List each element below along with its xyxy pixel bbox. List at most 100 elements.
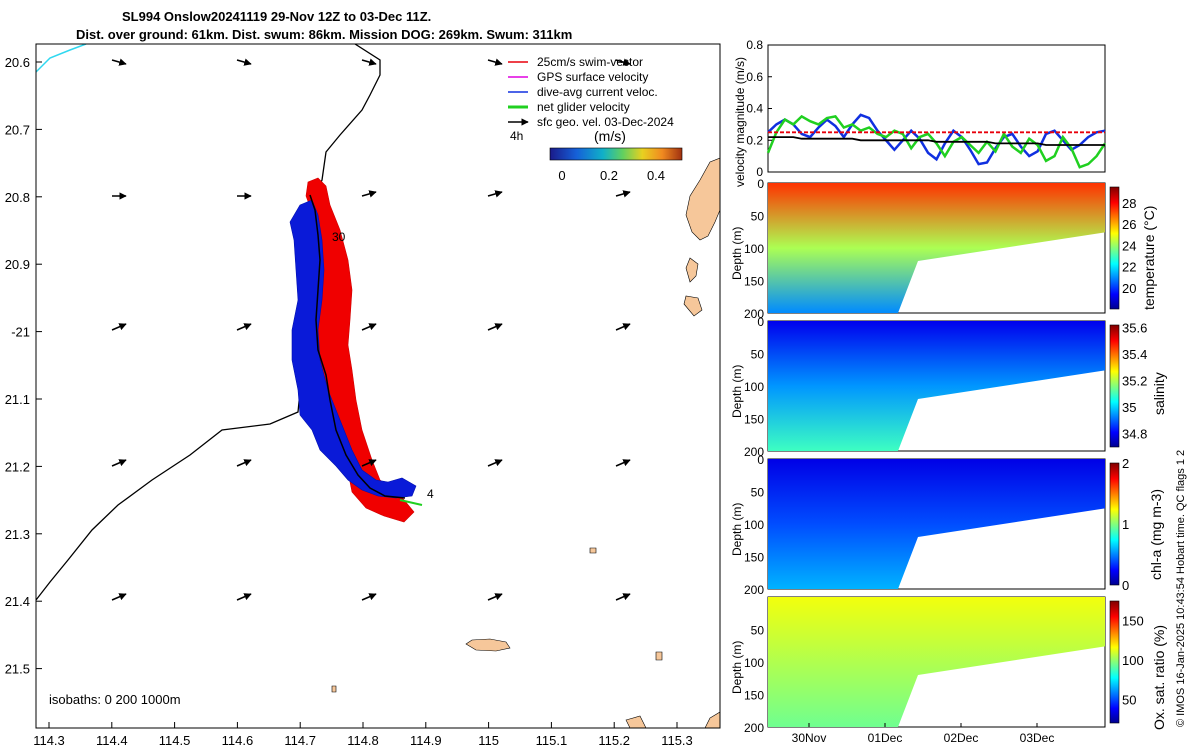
geostrophic-velocity-arrow <box>361 593 377 601</box>
section-panel: 150 100 50 50 100 150 200 <box>744 596 1144 735</box>
map-x-tick-label: 114.4 <box>96 733 128 748</box>
net-velocity-vector <box>399 499 423 506</box>
section-colorbar <box>1109 462 1120 586</box>
depth-tick-label: 50 <box>751 348 765 362</box>
map-x-tick-label: 114.6 <box>222 733 254 748</box>
geostrophic-velocity-arrow <box>487 190 503 198</box>
isobath-note: isobaths: 0 200 1000m <box>49 692 181 707</box>
map-frame <box>35 43 721 729</box>
colorbar-tick-label: 1 <box>1122 517 1129 532</box>
depth-tick-label: 50 <box>751 210 765 224</box>
geostrophic-velocity-arrow <box>111 459 127 467</box>
legend-label: net glider velocity <box>537 100 630 114</box>
velocity-colorbar <box>549 147 683 161</box>
map-y-tick-label: 20.7 <box>5 122 30 137</box>
salinity-cbar-label: salinity <box>1151 372 1167 415</box>
depth-tick-label: 0 <box>757 177 764 191</box>
map-y-tick-label: 20.6 <box>5 55 30 70</box>
colorbar-tick-label: 35.4 <box>1122 347 1147 362</box>
map-x-tick-label: 114.3 <box>33 733 65 748</box>
section-panels: 282624222005010015020035.635.435.23534.8… <box>744 177 1147 735</box>
geostrophic-velocity-arrow <box>615 593 631 601</box>
colorbar-tick-label: 100 <box>1122 653 1144 668</box>
coastline-cyan <box>36 44 87 73</box>
section-colorbar <box>1109 600 1120 724</box>
land-mass <box>655 651 663 661</box>
section-data-field <box>768 321 1105 451</box>
credit-footer: © IMOS 16-Jan-2025 10:43:54 Hobart time.… <box>1175 449 1187 727</box>
section-data-field <box>768 459 1105 589</box>
velocity-series-line <box>766 114 1107 169</box>
land-mass <box>685 157 720 241</box>
map-x-tick-label: 115 <box>478 733 499 748</box>
chla-cbar-label: chl-a (mg m-3) <box>1148 488 1164 580</box>
map-x-tick-label: 114.8 <box>347 733 379 748</box>
depth-tick-label: 0 <box>757 315 764 329</box>
track-day-label: 4 <box>427 487 434 501</box>
map-x-tick-label: 115.1 <box>536 733 568 748</box>
colorbar-tick-label: 2 <box>1122 456 1129 471</box>
section-colorbar <box>1109 186 1120 310</box>
velocity-y-tick-label: 0 <box>756 165 763 179</box>
velocity-series-line <box>768 136 1105 146</box>
section-x-tick-label: 01Dec <box>868 731 903 745</box>
colorbar-tick-label: 35.2 <box>1122 374 1147 389</box>
oxygen-ylabel: Depth (m) <box>730 640 744 694</box>
colorbar-tick-label: 24 <box>1122 238 1136 253</box>
land-mass <box>589 547 597 554</box>
map-y-axis: 20.6 20.7 20.8 20.9 -21 21.1 21.2 21.3 21.4 21.5 <box>5 55 42 677</box>
depth-tick-label: 50 <box>751 624 765 638</box>
geostrophic-velocity-arrow <box>236 593 252 601</box>
geostrophic-velocity-arrow <box>111 593 127 601</box>
geostrophic-velocity-arrow <box>615 323 631 331</box>
velocity-series-line <box>767 113 1106 166</box>
depth-tick-label: 200 <box>744 445 764 459</box>
chla-ylabel: Depth (m) <box>730 502 744 556</box>
map-x-tick-label: 114.9 <box>410 733 442 748</box>
velocity-panel: 0 0.2 0.4 0.6 0.8 <box>746 38 1107 179</box>
land-mass <box>465 638 511 652</box>
land-mass <box>704 711 720 728</box>
geostrophic-velocity-arrow <box>361 58 377 66</box>
geostrophic-velocity-arrow <box>487 593 503 601</box>
velocity-y-tick-label: 0.4 <box>746 102 763 116</box>
colorbar-tick-label: 20 <box>1122 281 1136 296</box>
depth-tick-label: 200 <box>744 721 764 735</box>
colorbar-tick-label: 26 <box>1122 217 1136 232</box>
geostrophic-velocity-arrow <box>615 190 631 198</box>
temperature-cbar-label: temperature (°C) <box>1141 205 1157 310</box>
geostrophic-velocity-arrow <box>236 58 252 66</box>
colorbar-tick-label: 150 <box>1122 614 1144 629</box>
oxygen-cbar-label: Ox. sat. ratio (%) <box>1151 624 1167 730</box>
section-data-field <box>768 597 1105 727</box>
legend-label: dive-avg current veloc. <box>537 85 658 99</box>
current-velocity-band <box>289 199 417 499</box>
map-x-tick-label: 114.5 <box>159 733 191 748</box>
land-mass <box>683 295 703 317</box>
colorbar-tick-label: 50 <box>1122 692 1136 707</box>
depth-tick-label: 150 <box>744 413 764 427</box>
colorbar-tick-label: 22 <box>1122 260 1136 275</box>
velocity-ylabel: velocity magnitude (m/s) <box>733 56 747 187</box>
depth-tick-label: 100 <box>744 518 764 532</box>
geostrophic-arrows <box>111 58 631 601</box>
colorbar-tick-label: 0.4 <box>647 168 665 183</box>
map-y-tick-label: 21.3 <box>5 527 30 542</box>
section-x-tick-label: 03Dec <box>1020 731 1055 745</box>
legend-label: GPS surface velocity <box>537 70 648 84</box>
colorbar-tick-label: 34.8 <box>1122 427 1147 442</box>
track-day-label: 30 <box>332 230 346 244</box>
map-y-tick-label: 20.8 <box>5 190 30 205</box>
legend-label: sfc geo. vel. 03-Dec-2024 <box>537 115 674 129</box>
map-y-tick-label: 21.1 <box>5 392 30 407</box>
time-scale-label: 4h <box>510 129 523 143</box>
section-colorbar <box>1109 324 1120 448</box>
geostrophic-velocity-arrow <box>361 459 377 467</box>
depth-tick-label: 100 <box>744 380 764 394</box>
depth-tick-label: 150 <box>744 551 764 565</box>
geostrophic-velocity-arrow <box>487 58 503 66</box>
